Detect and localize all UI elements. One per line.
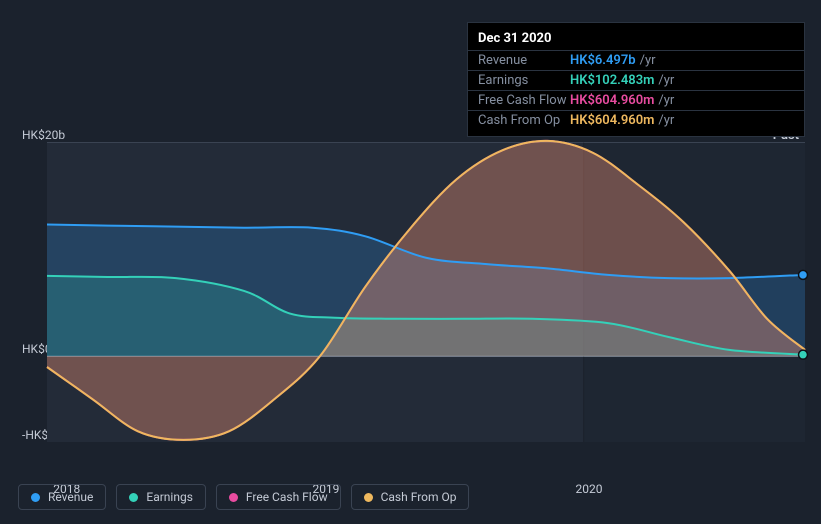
legend-item-label: Revenue [48,490,93,504]
tooltip-row-unit: /yr [658,93,674,108]
legend-item[interactable]: Free Cash Flow [216,484,341,510]
chart-tooltip: Dec 31 2020 RevenueHK$6.497b/yrEarningsH… [467,22,805,137]
tooltip-date: Dec 31 2020 [468,29,804,50]
legend-item[interactable]: Cash From Op [351,484,470,510]
chart-container: Dec 31 2020 RevenueHK$6.497b/yrEarningsH… [0,0,821,524]
chart-area: HK$20bHK$0-HK$8b Past 201820192020 [16,120,805,460]
tooltip-row: Cash From OpHK$604.960m/yr [468,110,804,130]
legend-dot-icon [129,493,138,502]
tooltip-row-value: HK$604.960m [570,93,654,108]
legend-dot-icon [229,493,238,502]
tooltip-row-label: Cash From Op [478,113,570,128]
legend-dot-icon [31,493,40,502]
tooltip-row-value: HK$102.483m [570,73,654,88]
x-axis-label: 2020 [575,482,602,496]
tooltip-row-value: HK$604.960m [570,113,654,128]
tooltip-row: EarningsHK$102.483m/yr [468,70,804,90]
legend-item-label: Free Cash Flow [246,490,328,504]
legend-dot-icon [364,493,373,502]
chart-plot [47,142,805,442]
legend-item[interactable]: Revenue [18,484,106,510]
legend-item[interactable]: Earnings [116,484,206,510]
legend-item-label: Earnings [146,490,193,504]
legend-item-label: Cash From Op [381,490,457,504]
tooltip-row-unit: /yr [658,113,674,128]
tooltip-row-label: Free Cash Flow [478,93,570,108]
tooltip-row-unit: /yr [640,53,656,68]
y-axis-label: HK$20b [22,128,65,142]
tooltip-row-label: Earnings [478,73,570,88]
tooltip-row-value: HK$6.497b [570,53,636,68]
tooltip-row: RevenueHK$6.497b/yr [468,50,804,70]
tooltip-row: Free Cash FlowHK$604.960m/yr [468,90,804,110]
chart-legend: Revenue Earnings Free Cash Flow Cash From O… [18,484,469,510]
tooltip-row-label: Revenue [478,53,570,68]
tooltip-row-unit: /yr [658,73,674,88]
